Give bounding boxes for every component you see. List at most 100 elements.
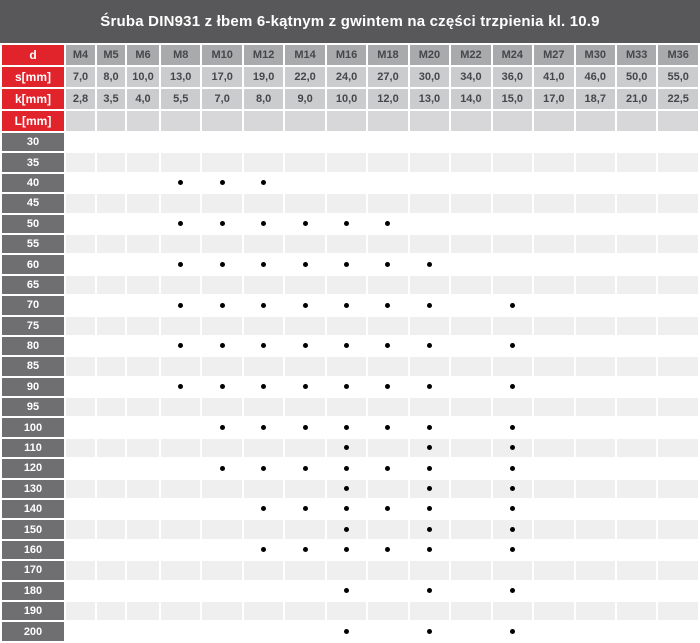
- cell-180-M33: [616, 581, 657, 600]
- cell-180-M27: [534, 581, 574, 600]
- cell-40-M16: [326, 173, 367, 193]
- availability-dot: [302, 424, 308, 430]
- col-header-M22: M22: [451, 45, 491, 65]
- cell-140-M16: [326, 500, 367, 519]
- cell-75-M20: [409, 316, 450, 335]
- cell-120-M5: [97, 459, 125, 478]
- cell-30-M10: [202, 133, 242, 152]
- cell-110-M22: [451, 438, 491, 458]
- cell-150-M6: [127, 520, 159, 539]
- cell-65-M5: [97, 275, 125, 295]
- cell-35-M20: [409, 153, 450, 172]
- cell-30-M22: [451, 133, 491, 152]
- cell-60-M10: [202, 255, 242, 274]
- availability-dot: [385, 547, 391, 553]
- length-label-110: 110: [2, 438, 64, 458]
- cell-120-M16: [326, 459, 367, 478]
- availability-dot: [426, 547, 432, 553]
- availability-dot: [344, 384, 350, 390]
- cell-170-M10: [202, 561, 242, 580]
- cell-55-M33: [616, 234, 657, 254]
- cell-80-M22: [451, 336, 491, 356]
- availability-dot: [302, 384, 308, 390]
- cell-190-M30: [575, 601, 615, 621]
- cell-150-M8: [161, 520, 201, 539]
- length-row-30: 30: [2, 133, 698, 152]
- length-row-85: 85: [2, 357, 698, 376]
- length-row-130: 130: [2, 479, 698, 499]
- cell-55-M20: [409, 234, 450, 254]
- cell-40-M6: [127, 173, 159, 193]
- cell-170-M27: [534, 561, 574, 580]
- availability-dot: [509, 588, 515, 594]
- cell-80-M8: [161, 336, 201, 356]
- cell-50-M6: [127, 214, 159, 233]
- s-value-M20: 30,0: [409, 67, 450, 87]
- availability-dot: [178, 343, 184, 349]
- cell-100-M14: [285, 418, 325, 437]
- cell-180-M14: [285, 581, 325, 600]
- cell-120-M8: [161, 459, 201, 478]
- table-head: d M4 M5 M6 M8 M10 M12 M14 M16 M18 M20 M22 M24 M27 M30 M…: [2, 45, 698, 131]
- length-row-60: 60: [2, 255, 698, 274]
- cell-35-M18: [368, 153, 408, 172]
- cell-180-M22: [451, 581, 491, 600]
- cell-80-M20: [409, 336, 450, 356]
- cell-140-M10: [202, 500, 242, 519]
- row-header-s: s[mm]: [2, 67, 64, 87]
- cell-30-M8: [161, 133, 201, 152]
- s-value-M16: 24,0: [326, 67, 367, 87]
- cell-40-M12: [243, 173, 284, 193]
- cell-55-M4: [66, 234, 95, 254]
- k-value-M5: 3,5: [97, 89, 125, 109]
- header-row-s: s[mm] 7,0 8,0 10,0 13,0 17,0 19,0 22,0 24,0 27,0 3…: [2, 67, 698, 87]
- cell-120-M36: [658, 459, 698, 478]
- length-label-170: 170: [2, 561, 64, 580]
- cell-85-M20: [409, 357, 450, 376]
- k-value-M8: 5,5: [161, 89, 201, 109]
- cell-100-M6: [127, 418, 159, 437]
- availability-dot: [261, 465, 267, 471]
- cell-90-M18: [368, 377, 408, 397]
- cell-190-M4: [66, 601, 95, 621]
- cell-90-M33: [616, 377, 657, 397]
- availability-dot: [509, 424, 515, 430]
- cell-150-M14: [285, 520, 325, 539]
- availability-dot: [426, 384, 432, 390]
- cell-140-M12: [243, 500, 284, 519]
- length-label-65: 65: [2, 275, 64, 295]
- availability-dot: [219, 302, 225, 308]
- cell-110-M18: [368, 438, 408, 458]
- cell-40-M36: [658, 173, 698, 193]
- availability-dot: [178, 261, 184, 267]
- length-row-90: 90: [2, 377, 698, 397]
- length-row-95: 95: [2, 398, 698, 417]
- cell-130-M36: [658, 479, 698, 499]
- cell-130-M6: [127, 479, 159, 499]
- cell-45-M4: [66, 194, 95, 213]
- col-header-M20: M20: [409, 45, 450, 65]
- cell-130-M10: [202, 479, 242, 499]
- cell-50-M22: [451, 214, 491, 233]
- row-header-k: k[mm]: [2, 89, 64, 109]
- availability-dot: [302, 465, 308, 471]
- cell-85-M33: [616, 357, 657, 376]
- cell-45-M12: [243, 194, 284, 213]
- cell-60-M24: [492, 255, 533, 274]
- cell-120-M18: [368, 459, 408, 478]
- cell-70-M5: [97, 296, 125, 315]
- availability-dot: [178, 221, 184, 227]
- length-row-180: 180: [2, 581, 698, 600]
- cell-200-M24: [492, 622, 533, 641]
- cell-45-M5: [97, 194, 125, 213]
- cell-170-M18: [368, 561, 408, 580]
- cell-170-M5: [97, 561, 125, 580]
- cell-60-M30: [575, 255, 615, 274]
- cell-65-M36: [658, 275, 698, 295]
- availability-dot: [385, 221, 391, 227]
- availability-dot: [344, 486, 350, 492]
- cell-100-M4: [66, 418, 95, 437]
- l-empty-M6: [127, 111, 159, 131]
- col-header-M27: M27: [534, 45, 574, 65]
- cell-90-M16: [326, 377, 367, 397]
